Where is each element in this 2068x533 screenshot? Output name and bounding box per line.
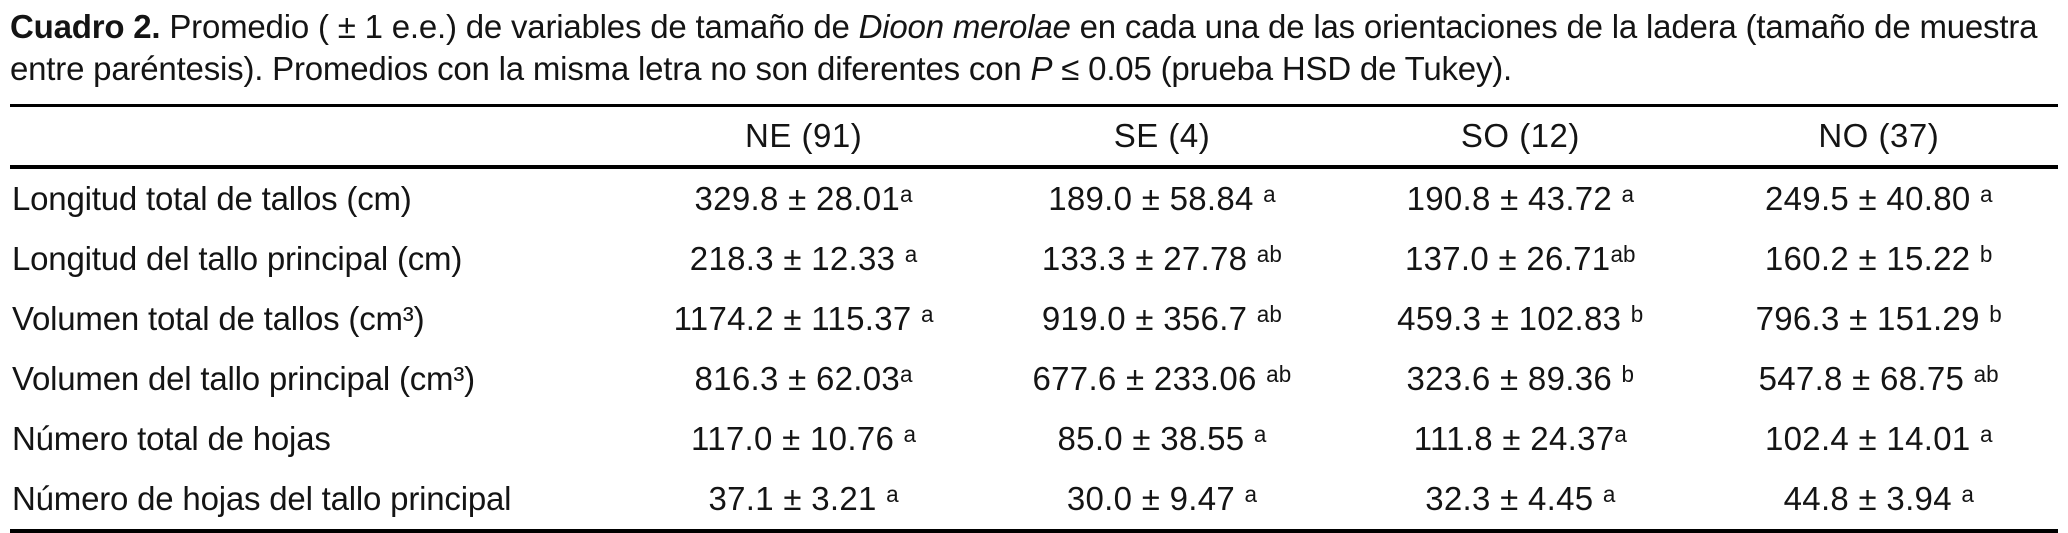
table-cell: 111.8 ± 24.37ᵃ: [1413, 420, 1627, 457]
table-cell: 30.0 ± 9.47 ᵃ: [1066, 480, 1258, 517]
column-header-ne: NE (91): [624, 105, 983, 169]
table-cell: 329.8 ± 28.01ᵃ: [694, 180, 913, 217]
table-cell: 44.8 ± 3.94 ᵃ: [1783, 480, 1974, 517]
table-header: NE (91) SE (4) SO (12) NO (37): [10, 105, 2058, 169]
caption-text-1: Promedio ( ± 1 e.e.) de variables de tam…: [160, 8, 859, 45]
table-cell: 102.4 ± 14.01 ᵃ: [1765, 420, 1993, 457]
table-row: Longitud total de tallos (cm) 329.8 ± 28…: [10, 167, 2058, 229]
table-cell: 677.6 ± 233.06 ᵃᵇ: [1032, 360, 1292, 397]
table-row: Número total de hojas 117.0 ± 10.76 ᵃ 85…: [10, 409, 2058, 469]
table-cell: 160.2 ± 15.22 ᵇ: [1764, 240, 1993, 277]
row-label: Volumen total de tallos (cm³): [12, 300, 425, 337]
column-header-no: NO (37): [1699, 105, 2058, 169]
table-cell: 189.0 ± 58.84 ᵃ: [1048, 180, 1276, 217]
table-cell: 137.0 ± 26.71ᵃᵇ: [1404, 240, 1636, 277]
caption-text-3: ≤ 0.05 (prueba HSD de Tukey).: [1052, 50, 1513, 87]
table-cell: 459.3 ± 102.83 ᵇ: [1397, 300, 1644, 337]
row-label: Longitud total de tallos (cm): [12, 180, 412, 217]
column-header-se: SE (4): [982, 105, 1342, 169]
row-label: Número total de hojas: [12, 420, 331, 457]
table-cell: 796.3 ± 151.29 ᵇ: [1755, 300, 2002, 337]
table-cell: 547.8 ± 68.75 ᵃᵇ: [1758, 360, 1999, 397]
table-cell: 1174.2 ± 115.37 ᵃ: [673, 300, 934, 337]
caption-species-name: Dioon merolae: [858, 8, 1071, 45]
table-cell: 37.1 ± 3.21 ᵃ: [708, 480, 899, 517]
table-row: Longitud del tallo principal (cm) 218.3 …: [10, 229, 2058, 289]
table-row: Volumen del tallo principal (cm³) 816.3 …: [10, 349, 2058, 409]
table-cell: 32.3 ± 4.45 ᵃ: [1425, 480, 1616, 517]
row-label: Longitud del tallo principal (cm): [12, 240, 463, 277]
table-cell: 919.0 ± 356.7 ᵃᵇ: [1041, 300, 1283, 337]
table-cell: 190.8 ± 43.72 ᵃ: [1406, 180, 1635, 217]
table-body: Longitud total de tallos (cm) 329.8 ± 28…: [10, 167, 2058, 531]
results-table: NE (91) SE (4) SO (12) NO (37) Longitud …: [10, 104, 2058, 533]
column-header-so: SO (12): [1341, 105, 1700, 169]
table-cell: 218.3 ± 12.33 ᵃ: [689, 240, 918, 277]
row-label: Número de hojas del tallo principal: [12, 480, 512, 517]
caption-table-number: Cuadro 2.: [10, 8, 161, 45]
table-caption: Cuadro 2. Promedio ( ± 1 e.e.) de variab…: [0, 0, 2068, 90]
table-cell: 117.0 ± 10.76 ᵃ: [691, 420, 917, 457]
table-cell: 133.3 ± 27.78 ᵃᵇ: [1041, 240, 1283, 277]
caption-p-symbol: P: [1030, 50, 1053, 87]
table-cell: 249.5 ± 40.80 ᵃ: [1765, 180, 1993, 217]
caption-text-2: en cada una de las orientaciones de la l…: [10, 8, 2038, 87]
table-row: Volumen total de tallos (cm³) 1174.2 ± 1…: [10, 289, 2058, 349]
column-header-variable: [10, 105, 625, 169]
row-label: Volumen del tallo principal (cm³): [12, 360, 475, 397]
table-cell: 816.3 ± 62.03ᵃ: [694, 360, 913, 397]
table-cell: 85.0 ± 38.55 ᵃ: [1057, 420, 1267, 457]
header-row: NE (91) SE (4) SO (12) NO (37): [10, 105, 2058, 169]
table-row: Número de hojas del tallo principal 37.1…: [10, 469, 2058, 531]
table-cell: 323.6 ± 89.36 ᵇ: [1406, 360, 1635, 397]
